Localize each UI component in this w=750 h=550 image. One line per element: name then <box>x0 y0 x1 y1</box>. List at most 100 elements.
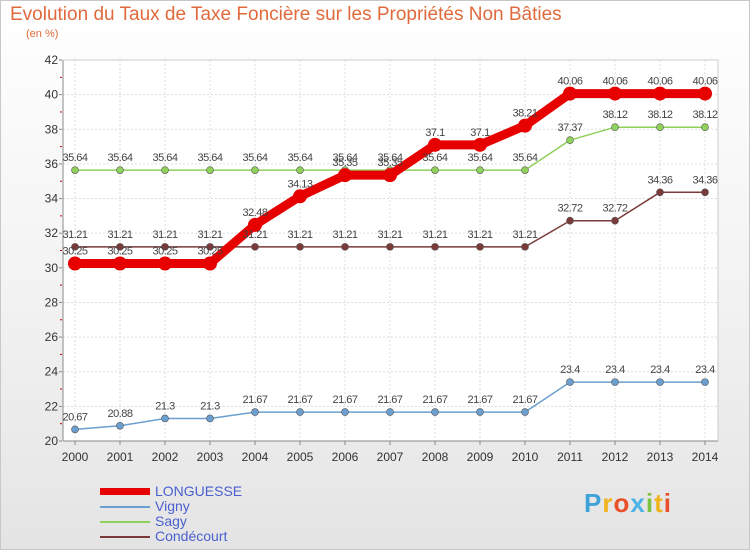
data-label: 21.67 <box>467 394 492 406</box>
y-tick-label: 28 <box>45 295 59 309</box>
data-point <box>566 216 574 225</box>
data-label: 21.67 <box>422 394 447 406</box>
data-label: 32.48 <box>242 207 267 219</box>
x-tick-label: 2003 <box>197 450 224 464</box>
x-tick-label: 2010 <box>512 450 539 464</box>
data-point <box>341 408 349 416</box>
data-point <box>701 378 709 386</box>
logo-letter: o <box>613 488 631 518</box>
x-tick-label: 2005 <box>287 450 314 464</box>
x-tick-label: 2008 <box>422 450 449 464</box>
data-point <box>296 166 304 174</box>
x-tick-label: 2006 <box>332 450 359 464</box>
data-point <box>296 243 304 251</box>
data-point <box>476 243 484 251</box>
data-label: 38.12 <box>647 109 672 121</box>
data-point <box>158 256 172 271</box>
data-label: 31.21 <box>62 229 87 241</box>
x-tick-label: 2009 <box>467 450 494 464</box>
data-label: 30.25 <box>197 245 222 257</box>
data-point <box>203 256 217 271</box>
data-point <box>656 188 664 197</box>
data-label: 21.67 <box>242 394 267 406</box>
logo-letter: r <box>602 488 614 518</box>
data-point <box>521 166 529 174</box>
data-point <box>296 408 304 416</box>
data-label: 23.4 <box>650 364 670 376</box>
data-label: 35.64 <box>242 152 267 164</box>
data-point <box>251 408 259 416</box>
data-label: 35.64 <box>107 152 132 164</box>
x-tick-label: 2012 <box>602 450 629 464</box>
data-point <box>161 243 169 251</box>
data-label: 31.21 <box>512 229 537 241</box>
data-label: 31.21 <box>332 229 357 241</box>
x-tick-label: 2002 <box>152 450 179 464</box>
data-point <box>206 414 214 423</box>
data-label: 23.4 <box>560 364 580 376</box>
data-label: 23.4 <box>605 364 625 376</box>
data-label: 35.64 <box>287 152 312 164</box>
data-point <box>71 166 79 174</box>
data-point <box>611 216 619 225</box>
data-label: 37.1 <box>425 127 445 139</box>
data-label: 20.67 <box>62 411 87 423</box>
data-label: 35.64 <box>467 152 492 164</box>
data-point <box>563 86 577 101</box>
logo-letter: P <box>584 488 603 518</box>
data-label: 37.1 <box>470 127 490 139</box>
y-tick-label: 32 <box>45 226 59 240</box>
data-label: 35.35 <box>377 157 402 169</box>
data-point <box>251 166 259 174</box>
data-point <box>611 378 619 386</box>
data-point <box>383 168 397 183</box>
data-point <box>206 243 214 251</box>
logo-letter: t <box>654 488 664 518</box>
data-point <box>566 378 574 386</box>
data-point <box>116 166 124 174</box>
y-tick-label: 42 <box>45 53 59 67</box>
y-tick-label: 20 <box>45 434 59 448</box>
data-label: 40.06 <box>647 76 672 88</box>
data-label: 21.67 <box>377 394 402 406</box>
x-tick-label: 2013 <box>647 450 674 464</box>
data-label: 21.67 <box>332 394 357 406</box>
data-label: 34.36 <box>647 174 672 186</box>
data-point <box>386 243 394 251</box>
logo-letter: i <box>645 488 655 518</box>
data-label: 31.21 <box>287 229 312 241</box>
data-point <box>656 123 664 131</box>
legend-label: LONGUESSE <box>155 483 243 499</box>
data-label: 31.21 <box>107 229 132 241</box>
data-point <box>701 188 709 197</box>
data-label: 32.72 <box>602 203 627 215</box>
data-point <box>473 137 487 152</box>
data-point <box>206 166 214 174</box>
proxiti-logo: Proxiti <box>584 488 672 519</box>
data-label: 30.25 <box>107 245 132 257</box>
data-point <box>161 166 169 174</box>
data-label: 35.64 <box>422 152 447 164</box>
data-point <box>293 189 307 204</box>
data-point <box>113 256 127 271</box>
data-label: 38.12 <box>692 109 717 121</box>
x-tick-label: 2001 <box>107 450 134 464</box>
y-tick-label: 34 <box>45 192 59 206</box>
data-point <box>566 136 574 144</box>
data-label: 35.64 <box>197 152 222 164</box>
data-label: 38.21 <box>512 108 537 120</box>
data-label: 35.64 <box>152 152 177 164</box>
data-label: 34.36 <box>692 174 717 186</box>
data-point <box>68 256 82 271</box>
data-label: 31.21 <box>467 229 492 241</box>
logo-letter: x <box>630 488 646 518</box>
data-label: 21.67 <box>287 394 312 406</box>
data-point <box>386 408 394 416</box>
data-label: 31.21 <box>152 229 177 241</box>
x-tick-label: 2014 <box>692 450 719 464</box>
data-point <box>608 86 622 101</box>
data-label: 34.13 <box>287 178 312 190</box>
data-label: 30.25 <box>62 245 87 257</box>
data-point <box>341 243 349 251</box>
legend-label: Sagy <box>155 513 187 529</box>
